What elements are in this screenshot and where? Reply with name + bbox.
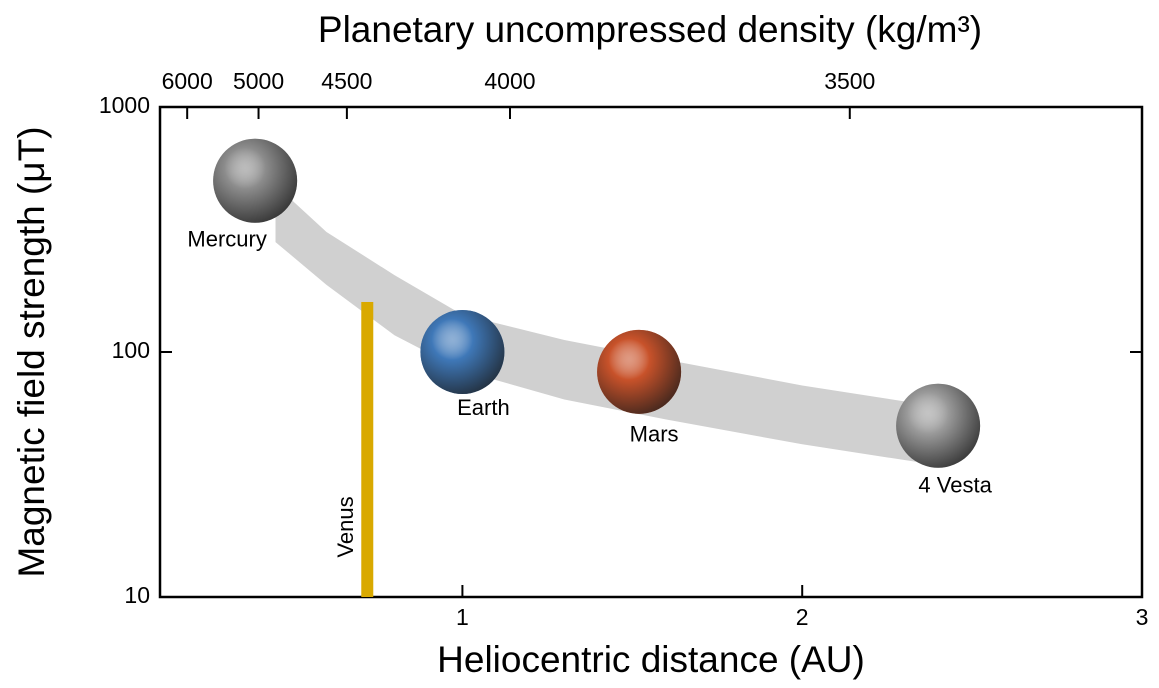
x-axis-title: Heliocentric distance (AU) <box>437 639 865 680</box>
x2-tick-label: 3500 <box>824 68 875 94</box>
planet-label: Mars <box>630 422 679 447</box>
y-tick-label: 1000 <box>99 92 150 118</box>
planet-label: Venus <box>333 496 358 557</box>
x2-tick-label: 5000 <box>233 68 284 94</box>
planet-shade <box>597 329 682 414</box>
x-tick-label: 1 <box>456 604 469 630</box>
y-tick-label: 10 <box>124 582 150 608</box>
x-tick-label: 3 <box>1136 604 1149 630</box>
band <box>275 185 949 467</box>
top-axis-title: Planetary uncompressed density (kg/m³) <box>318 9 982 50</box>
venus-bar <box>361 301 374 597</box>
x-tick-label: 2 <box>796 604 809 630</box>
y-tick-label: 100 <box>112 337 150 363</box>
planet-shade <box>896 383 981 468</box>
planet-label: Earth <box>457 395 510 420</box>
planet-shade <box>213 138 298 223</box>
y-axis-title: Magnetic field strength (μT) <box>11 126 52 577</box>
x2-tick-label: 4000 <box>484 68 535 94</box>
planet-shade <box>420 310 505 394</box>
planet-label: 4 Vesta <box>918 473 992 498</box>
x2-tick-label: 6000 <box>162 68 213 94</box>
planet-label: Mercury <box>187 227 266 252</box>
x2-tick-label: 4500 <box>321 68 372 94</box>
